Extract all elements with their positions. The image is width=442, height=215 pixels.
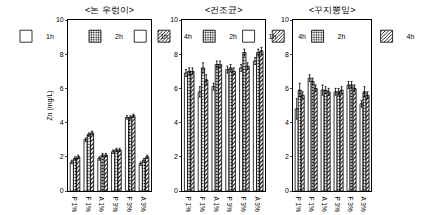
svg-text:4h: 4h [184,33,192,40]
svg-text:4h: 4h [407,33,415,40]
svg-text:4: 4 [60,119,64,126]
svg-text:P 1%: P 1% [185,197,192,213]
svg-text:F 1%: F 1% [308,197,315,212]
svg-text:<꾸지뽕잎>: <꾸지뽕잎> [309,5,356,15]
svg-text:P 1%: P 1% [295,197,302,213]
svg-text:2: 2 [174,153,178,160]
svg-text:4: 4 [285,119,289,126]
svg-text:2h: 2h [338,33,346,40]
svg-text:4: 4 [174,119,178,126]
svg-text:2h: 2h [115,33,123,40]
svg-text:8: 8 [285,51,289,58]
svg-text:A 1%: A 1% [213,197,220,212]
svg-text:1h: 1h [46,33,54,40]
svg-text:2: 2 [60,153,64,160]
svg-text:0: 0 [60,187,64,194]
svg-text:<건조균>: <건조균> [205,5,243,15]
svg-text:6: 6 [174,85,178,92]
svg-text:A 3%: A 3% [140,197,147,212]
svg-text:6: 6 [285,85,289,92]
svg-text:A 1%: A 1% [98,197,105,212]
svg-text:P 1%: P 1% [71,197,78,213]
svg-text:10: 10 [56,16,64,23]
svg-text:P 3%: P 3% [334,197,341,213]
svg-text:F 3%: F 3% [240,197,247,212]
svg-text:F 1%: F 1% [85,197,92,212]
svg-text:8: 8 [174,51,178,58]
svg-text:8: 8 [60,51,64,58]
svg-text:0: 0 [174,187,178,194]
svg-text:F 1%: F 1% [199,197,206,212]
svg-text:F 3%: F 3% [126,197,133,212]
svg-text:P 3%: P 3% [112,197,119,213]
svg-text:1h: 1h [269,33,277,40]
svg-text:0: 0 [285,187,289,194]
svg-text:<논 우렁이>: <논 우렁이> [85,5,134,15]
svg-text:4h: 4h [298,33,306,40]
svg-text:A 1%: A 1% [321,197,328,212]
svg-text:2: 2 [285,153,289,160]
svg-text:6: 6 [60,85,64,92]
svg-text:F 3%: F 3% [347,197,354,212]
svg-text:10: 10 [170,16,178,23]
svg-text:2h: 2h [229,33,237,40]
svg-text:A 3%: A 3% [360,197,367,212]
svg-text:P 3%: P 3% [226,197,233,213]
svg-text:Zn (mg/L): Zn (mg/L) [46,90,54,120]
svg-text:10: 10 [281,16,289,23]
svg-text:A 3%: A 3% [254,197,261,212]
svg-text:1h: 1h [160,33,168,40]
